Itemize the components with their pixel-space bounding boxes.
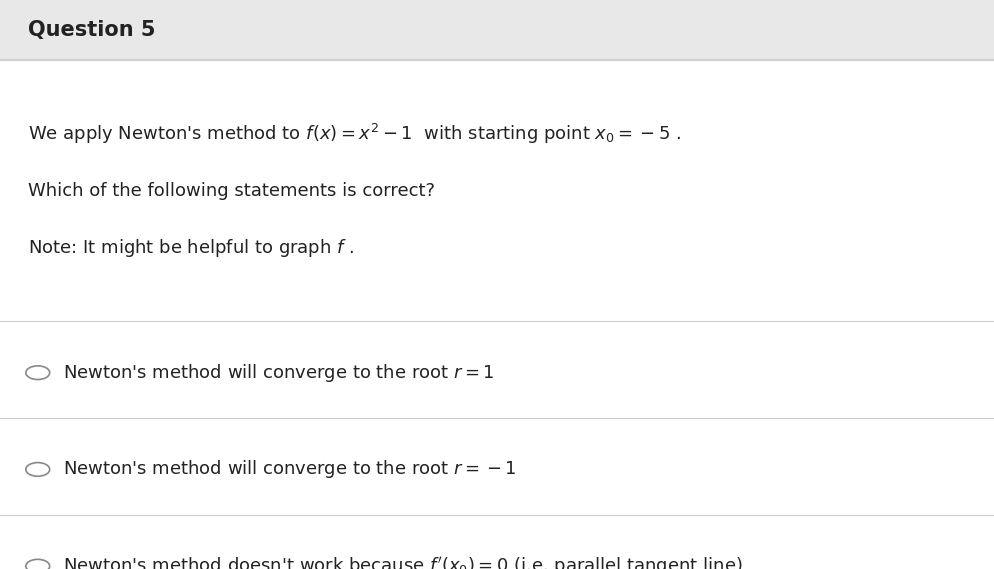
Text: Newton's method will converge to the root $r = 1$: Newton's method will converge to the roo… [63,362,494,384]
Text: Which of the following statements is correct?: Which of the following statements is cor… [28,182,434,200]
Bar [0,0,994,60]
Text: We apply Newton's method to $f(x) = x^2 - 1$  with starting point $x_0 = -5$ .: We apply Newton's method to $f(x) = x^2 … [28,122,681,146]
Text: Question 5: Question 5 [28,20,155,40]
Text: Newton's method doesn't work because $f'(x_0) = 0$ (i.e. parallel tangent line): Newton's method doesn't work because $f'… [63,555,743,569]
Text: Newton's method will converge to the root $r = -1$: Newton's method will converge to the roo… [63,459,516,480]
Text: Note: It might be helpful to graph $f$ .: Note: It might be helpful to graph $f$ . [28,237,354,258]
